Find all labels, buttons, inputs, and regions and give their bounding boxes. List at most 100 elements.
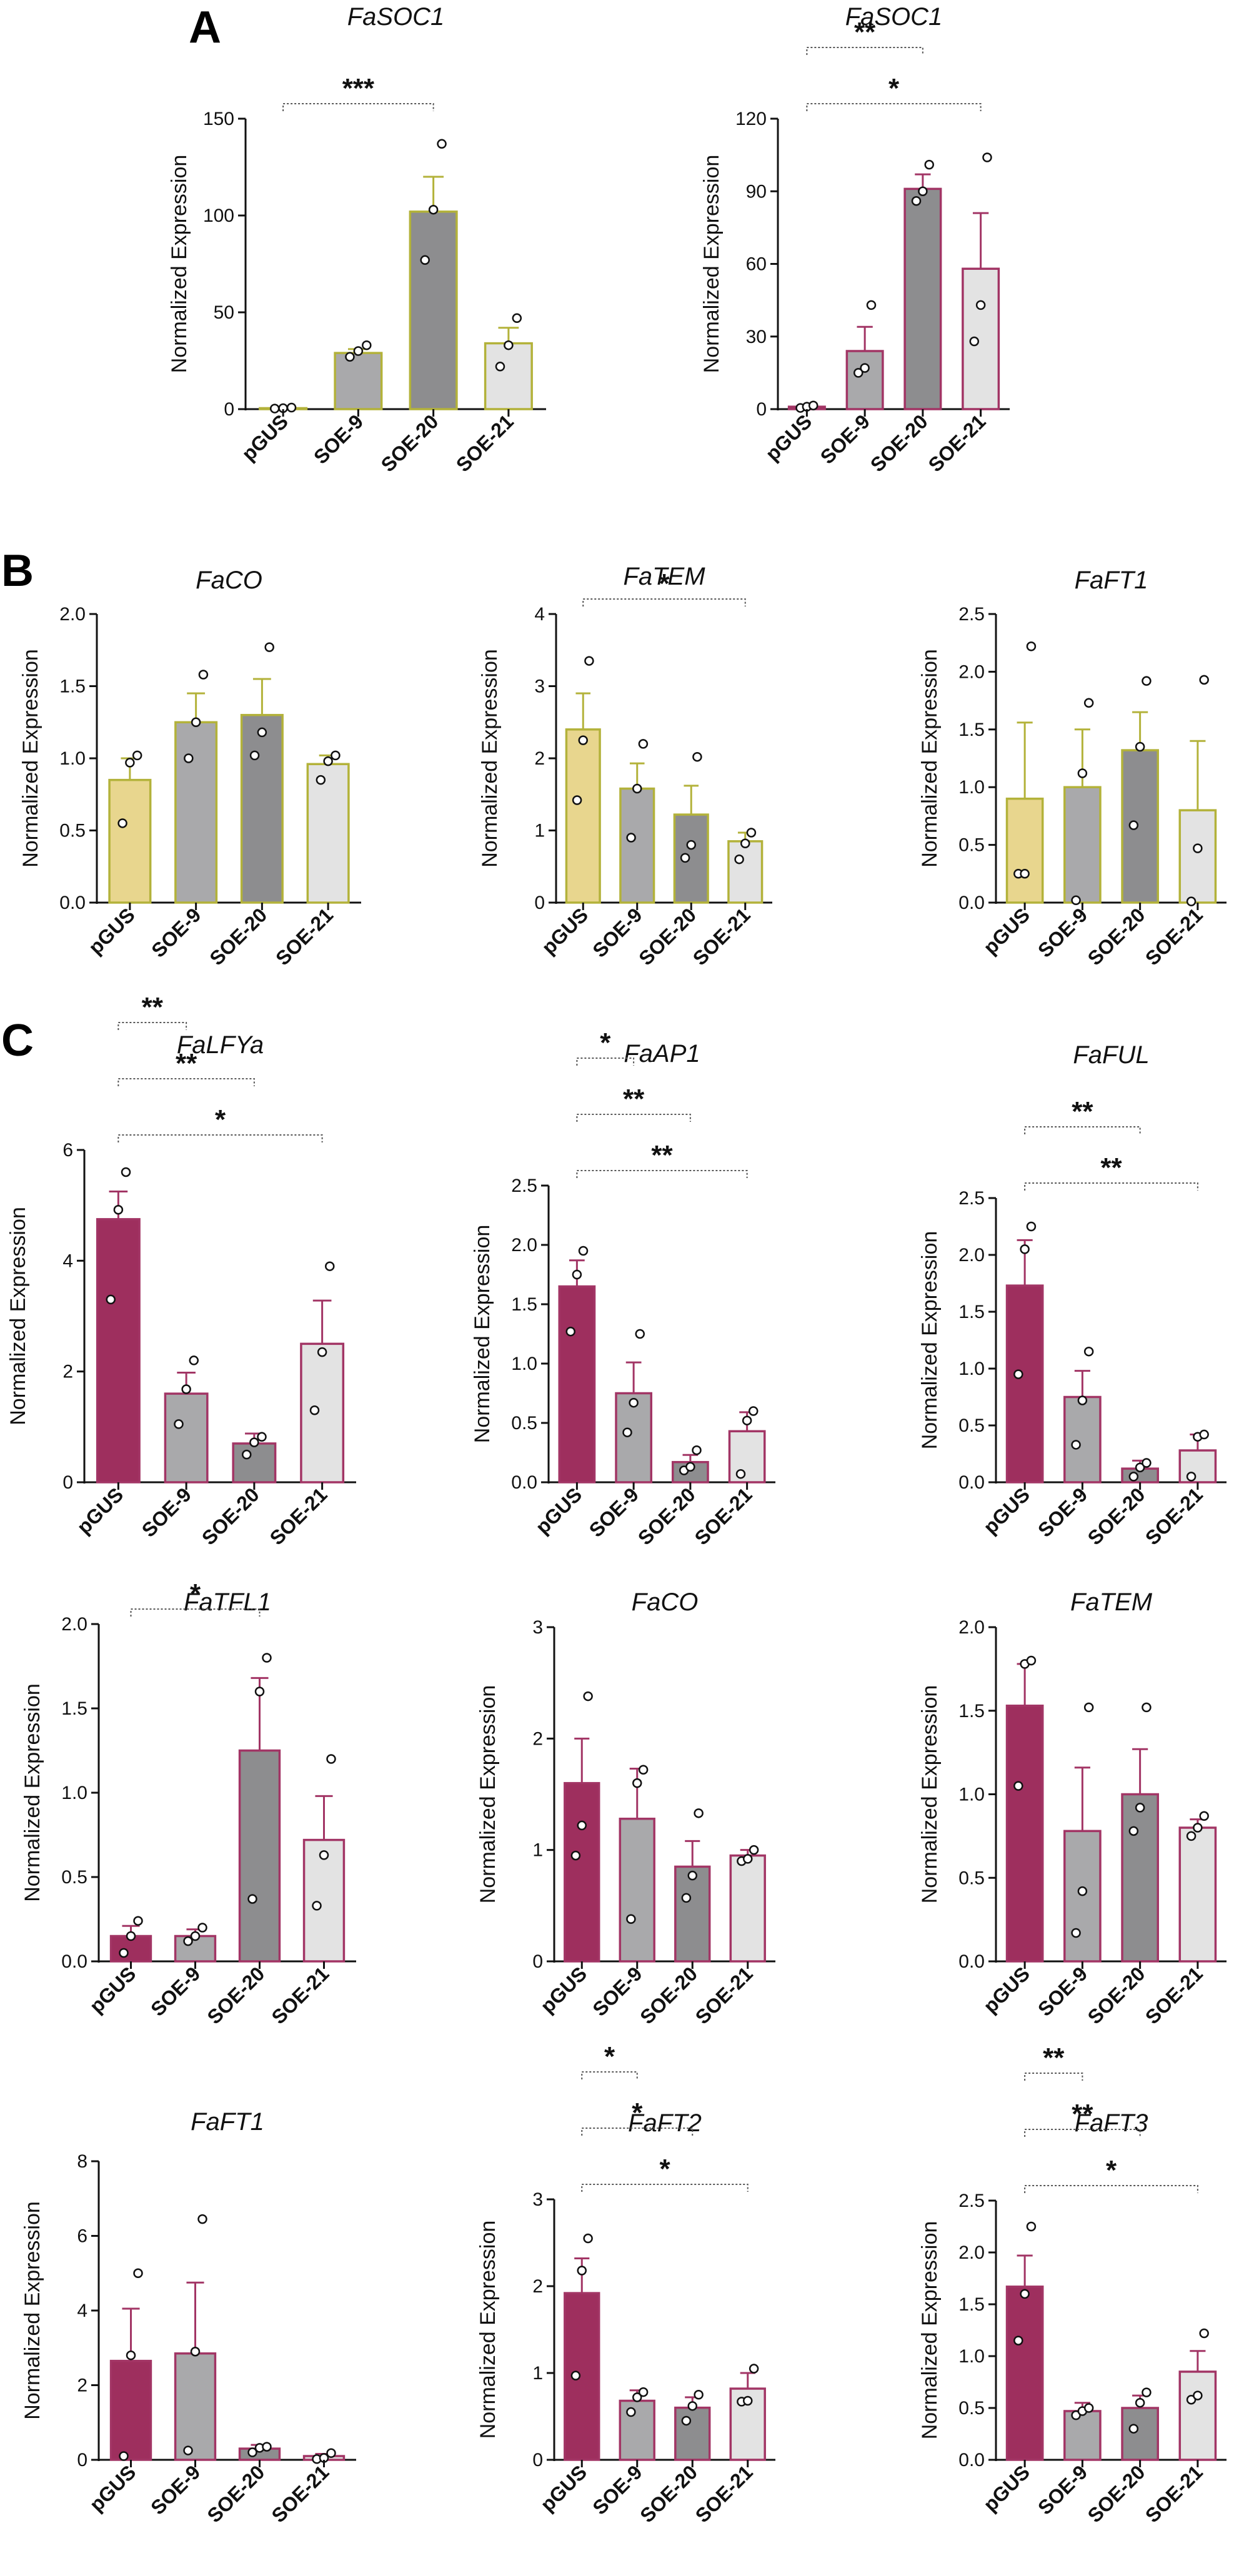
bar-SOE-21: [1178, 2370, 1217, 2461]
data-point: [746, 828, 757, 838]
bar-SOE-21: [728, 1430, 766, 1484]
bar-SOE-20: [673, 813, 709, 904]
data-point: [247, 2447, 257, 2457]
y-tick-label: 2: [532, 1728, 543, 1749]
y-axis-label: Normalized Expression: [918, 2221, 942, 2440]
bar-SOE-21: [300, 1342, 345, 1484]
category-label: SOE-9: [146, 1962, 204, 2020]
data-point: [578, 735, 588, 745]
y-tick-label: 1.0: [958, 2346, 985, 2367]
significance-bracket: [130, 1608, 261, 1617]
data-point: [183, 1936, 193, 1946]
significance-bracket: [806, 103, 982, 111]
data-point: [743, 1854, 753, 1864]
category-label: SOE-21: [924, 410, 990, 476]
y-tick-label: 0.0: [958, 2450, 985, 2470]
significance-label: *: [659, 568, 670, 599]
y-tick-label: 1.5: [958, 720, 985, 740]
y-tick-label: 2.5: [511, 1176, 537, 1196]
significance-label: **: [623, 1084, 645, 1114]
bar-SOE-21: [484, 342, 533, 410]
data-point: [257, 1432, 267, 1442]
bar-SOE-9: [1063, 1830, 1102, 1963]
significance-bracket: [117, 1022, 187, 1030]
bar-SOE-20: [674, 2406, 711, 2461]
data-point: [583, 1691, 593, 1702]
data-point: [692, 1445, 702, 1455]
data-point: [106, 1294, 116, 1305]
significance-bracket: [117, 1134, 323, 1142]
chart-c2: FaAP1 Normalized Expression 0.0 0.5 1.0 1.5 2.…: [470, 1028, 775, 1549]
y-tick-label: 0.5: [511, 1413, 537, 1434]
chart-title: FaTFL1: [184, 1588, 271, 1616]
data-point: [1083, 698, 1094, 708]
panel-label-c: C: [1, 1016, 34, 1066]
y-tick-label: 2.5: [958, 2191, 985, 2211]
data-point: [191, 717, 201, 727]
data-point: [694, 2390, 704, 2400]
data-point: [734, 854, 744, 864]
significance-label: **: [1072, 1096, 1093, 1127]
significance-bracket: [576, 1058, 635, 1066]
data-point: [1186, 1831, 1197, 1841]
data-point: [918, 186, 928, 196]
category-label: SOE-20: [203, 1962, 269, 2028]
chart-title: FaSOC1: [845, 3, 943, 31]
y-tick-label: 30: [746, 327, 767, 347]
y-tick-label: 1.0: [59, 748, 86, 769]
bar-pGUS: [564, 1781, 600, 1963]
bar-SOE-20: [232, 1442, 277, 1484]
significance-bracket: [576, 1114, 691, 1122]
y-tick-label: 1.0: [511, 1354, 537, 1374]
category-label: SOE-20: [1083, 2460, 1150, 2527]
category-label: SOE-9: [137, 1483, 196, 1541]
y-axis-label: Normalized Expression: [918, 1685, 942, 1904]
bar-SOE-20: [903, 187, 942, 410]
data-point: [504, 340, 514, 350]
data-point: [572, 795, 582, 805]
data-point: [1199, 1811, 1209, 1821]
y-tick-label: 3: [532, 1617, 543, 1638]
bar-SOE-9: [619, 2399, 655, 2461]
chart-title: FaSOC1: [347, 3, 445, 31]
data-point: [749, 2364, 759, 2374]
data-point: [866, 300, 877, 310]
significance-label: *: [888, 73, 900, 104]
data-point: [197, 2214, 207, 2224]
significance-bracket: [1024, 2129, 1141, 2137]
significance-bracket: [1024, 1182, 1198, 1191]
data-point: [808, 400, 819, 410]
y-tick-label: 2: [532, 2276, 543, 2297]
y-tick-label: 0.0: [958, 1951, 985, 1972]
y-tick-label: 1: [532, 1840, 543, 1861]
data-point: [189, 1355, 199, 1365]
significance-label: *: [632, 2098, 643, 2128]
data-point: [1128, 2424, 1139, 2434]
y-tick-label: 6: [62, 1140, 73, 1161]
y-tick-label: 2.0: [958, 661, 985, 682]
chart-title: FaCO: [196, 567, 262, 594]
y-tick-label: 100: [203, 206, 234, 226]
y-tick-label: 0.5: [59, 821, 86, 841]
data-point: [740, 838, 750, 849]
y-tick-label: 4: [534, 604, 545, 625]
chart-c1: FaLFYa Normalized Expression 0 2 4 6 pGUS SOE-9…: [6, 992, 356, 1549]
y-tick-label: 0: [756, 399, 767, 420]
y-tick-label: 0: [532, 2450, 543, 2470]
category-label: SOE-9: [1033, 903, 1092, 961]
data-point: [183, 2445, 193, 2455]
y-tick-label: 0.5: [958, 1868, 985, 1888]
data-point: [694, 1808, 704, 1818]
category-label: SOE-21: [691, 2460, 757, 2527]
data-point: [686, 840, 696, 850]
data-point: [1135, 1462, 1145, 1473]
bar-pGUS: [564, 2292, 600, 2461]
data-point: [572, 1269, 582, 1280]
data-point: [1186, 896, 1197, 906]
data-point: [577, 1820, 587, 1831]
category-label: SOE-21: [691, 1962, 757, 2028]
data-point: [632, 2392, 642, 2402]
category-label: SOE-20: [1083, 1962, 1150, 2028]
data-point: [1142, 1458, 1152, 1468]
